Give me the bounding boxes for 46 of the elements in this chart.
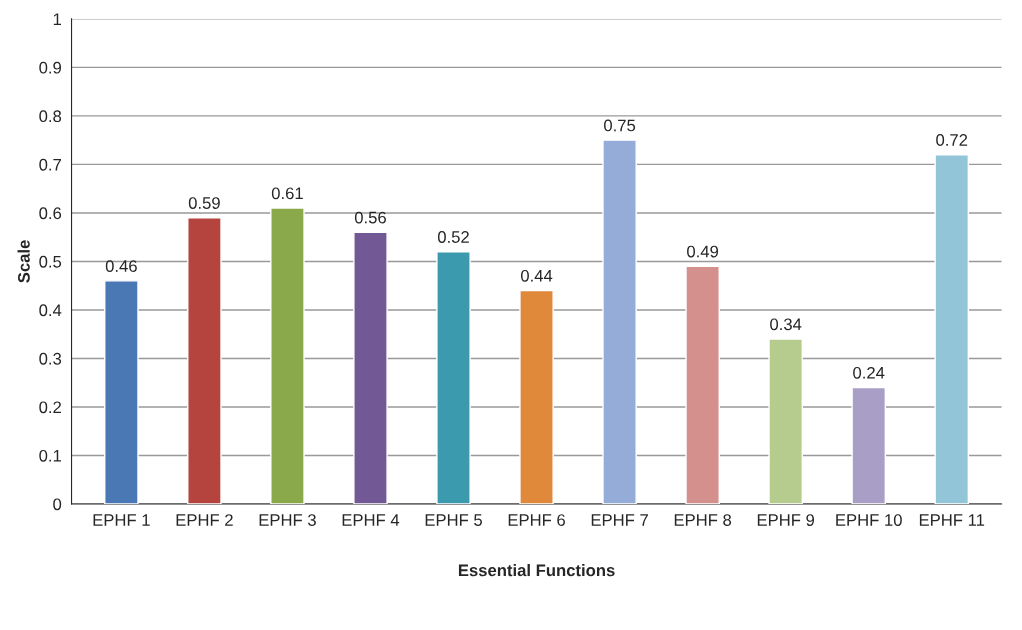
bar: [768, 338, 803, 504]
data-label: 0.44: [520, 269, 553, 282]
data-label: 0.24: [853, 366, 885, 379]
bar: [685, 265, 720, 504]
bar: [270, 207, 305, 504]
x-tick-label: EPHF 9: [757, 514, 815, 526]
data-label: 0.52: [437, 231, 469, 243]
y-tick-label: 0.2: [39, 401, 61, 414]
y-tick-label: 0.3: [39, 352, 62, 365]
data-label: 0.61: [271, 187, 303, 200]
data-label: 0.56: [354, 211, 386, 224]
x-tick-label: EPHF 2: [176, 514, 233, 526]
bar: [602, 139, 637, 504]
y-tick-label: 0.4: [39, 304, 62, 317]
data-label: 0.59: [188, 197, 220, 209]
bar: [104, 280, 139, 504]
x-tick-label: EPHF 5: [425, 514, 482, 526]
y-tick-label: 0.5: [39, 255, 62, 268]
x-tick-label: EPHF 10: [836, 514, 902, 526]
x-tick-label: EPHF 4: [342, 514, 400, 526]
bar: [851, 386, 887, 504]
x-axis-title: Essential Functions: [458, 563, 615, 577]
data-label: 0.46: [105, 260, 137, 272]
y-axis-title: Scale: [17, 240, 30, 283]
y-tick-label: 1: [53, 13, 62, 25]
x-tick-label: EPHF 6: [508, 514, 565, 526]
x-tick-label: EPHF 1: [93, 514, 150, 526]
y-tick-label: 0.9: [39, 61, 62, 74]
data-label: 0.34: [770, 318, 802, 331]
bar: [187, 217, 222, 504]
y-tick-label: 0.8: [39, 110, 62, 123]
x-tick-label: EPHF 3: [259, 514, 316, 526]
bar: [934, 154, 970, 504]
y-tick-label: 0.1: [39, 449, 62, 462]
x-tick-label: EPHF 11: [919, 514, 985, 526]
bar: [519, 289, 554, 504]
y-tick-label: 0: [53, 498, 62, 511]
data-label: 0.75: [604, 119, 636, 132]
bar: [353, 231, 388, 504]
data-label: 0.49: [687, 245, 719, 258]
bar: [436, 251, 471, 504]
x-tick-label: EPHF 7: [591, 514, 648, 526]
y-tick-label: 0.7: [39, 158, 61, 171]
y-tick-label: 0.6: [39, 207, 62, 220]
data-label: 0.72: [936, 134, 968, 146]
x-tick-label: EPHF 8: [674, 514, 732, 526]
